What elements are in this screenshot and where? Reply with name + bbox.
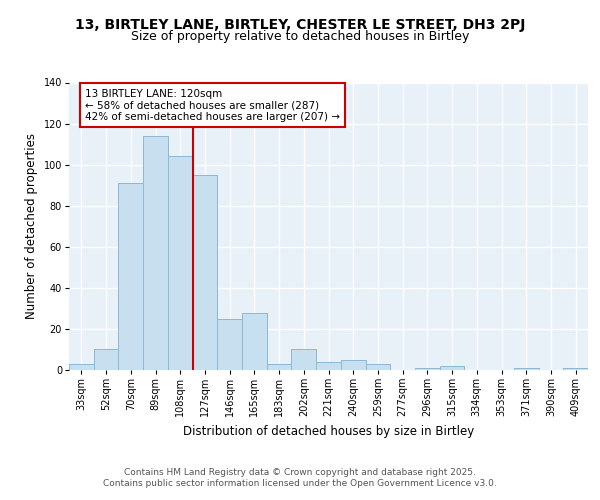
Bar [143, 136, 168, 370]
Bar [94, 350, 118, 370]
Text: 13 BIRTLEY LANE: 120sqm
← 58% of detached houses are smaller (287)
42% of semi-d: 13 BIRTLEY LANE: 120sqm ← 58% of detache… [85, 88, 340, 122]
X-axis label: Distribution of detached houses by size in Birtley: Distribution of detached houses by size … [183, 425, 474, 438]
Bar [267, 364, 292, 370]
Bar [193, 175, 217, 370]
Bar [365, 364, 390, 370]
Bar [563, 368, 588, 370]
Bar [440, 366, 464, 370]
Bar [341, 360, 365, 370]
Y-axis label: Number of detached properties: Number of detached properties [25, 133, 38, 320]
Bar [242, 312, 267, 370]
Bar [217, 318, 242, 370]
Text: Size of property relative to detached houses in Birtley: Size of property relative to detached ho… [131, 30, 469, 43]
Bar [514, 368, 539, 370]
Bar [118, 183, 143, 370]
Bar [69, 364, 94, 370]
Bar [316, 362, 341, 370]
Bar [292, 350, 316, 370]
Bar [415, 368, 440, 370]
Bar [168, 156, 193, 370]
Text: 13, BIRTLEY LANE, BIRTLEY, CHESTER LE STREET, DH3 2PJ: 13, BIRTLEY LANE, BIRTLEY, CHESTER LE ST… [75, 18, 525, 32]
Text: Contains HM Land Registry data © Crown copyright and database right 2025.
Contai: Contains HM Land Registry data © Crown c… [103, 468, 497, 487]
